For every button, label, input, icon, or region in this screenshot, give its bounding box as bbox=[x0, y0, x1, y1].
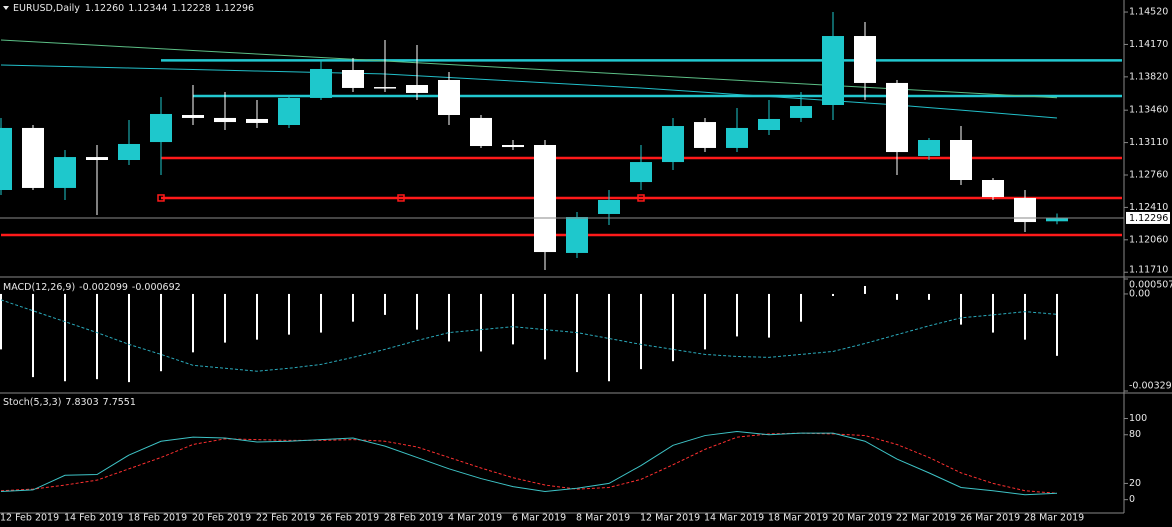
candle-body bbox=[406, 85, 428, 93]
candle-body bbox=[246, 118, 268, 123]
indicator-line bbox=[0, 432, 1058, 494]
candle-body bbox=[182, 115, 204, 118]
macd-title: MACD(12,26,9) bbox=[3, 282, 75, 293]
indicator-line bbox=[0, 39, 1058, 99]
x-tick-label: 14 Feb 2019 bbox=[64, 513, 123, 524]
candle-body bbox=[854, 36, 876, 83]
y-tick-label: 1.14170 bbox=[1129, 39, 1168, 50]
open-label: 1.12260 bbox=[85, 3, 124, 14]
x-tick-label: 6 Mar 2019 bbox=[512, 513, 566, 524]
y-tick-label: 20 bbox=[1129, 478, 1141, 489]
stoch-main-value: 7.8303 bbox=[65, 397, 98, 408]
macd-signal-value: -0.000692 bbox=[132, 282, 181, 293]
candle-body bbox=[630, 162, 652, 183]
high-label: 1.12344 bbox=[128, 3, 167, 14]
y-tick-label: 1.13460 bbox=[1129, 105, 1168, 116]
candle-body bbox=[310, 68, 332, 98]
current-price-label: 1.12296 bbox=[1129, 213, 1168, 224]
x-tick-label: 12 Feb 2019 bbox=[0, 513, 59, 524]
x-tick-label: 20 Mar 2019 bbox=[832, 513, 892, 524]
level-anchor bbox=[397, 194, 405, 202]
y-tick-label: 0.00 bbox=[1129, 288, 1150, 299]
x-tick-label: 26 Feb 2019 bbox=[320, 513, 379, 524]
y-tick-label: 1.13110 bbox=[1129, 137, 1168, 148]
y-tick-label: 1.12760 bbox=[1129, 170, 1168, 181]
indicator-line bbox=[0, 64, 1058, 119]
y-tick-label: 1.12410 bbox=[1129, 202, 1168, 213]
macd-value: -0.002099 bbox=[79, 282, 128, 293]
x-tick-label: 22 Feb 2019 bbox=[256, 513, 315, 524]
x-tick-label: 26 Mar 2019 bbox=[960, 513, 1020, 524]
x-tick-label: 4 Mar 2019 bbox=[448, 513, 502, 524]
candle-body bbox=[502, 145, 524, 148]
stoch-header: Stoch(5,3,3) 7.8303 7.7551 bbox=[3, 397, 136, 408]
candle-body bbox=[662, 126, 684, 163]
x-tick-label: 14 Mar 2019 bbox=[704, 513, 764, 524]
current-price-box bbox=[1126, 211, 1170, 224]
candle-body bbox=[790, 106, 812, 118]
x-tick-label: 28 Feb 2019 bbox=[384, 513, 443, 524]
candle-body bbox=[150, 113, 172, 143]
macd-header: MACD(12,26,9) -0.002099 -0.000692 bbox=[3, 282, 181, 293]
level-anchor bbox=[157, 194, 165, 202]
y-tick-label: 0.000507 bbox=[1129, 280, 1172, 291]
candle-body bbox=[1014, 197, 1036, 223]
candle-body bbox=[918, 140, 940, 157]
candle-body bbox=[758, 118, 780, 130]
x-tick-label: 8 Mar 2019 bbox=[576, 513, 630, 524]
candle-body bbox=[22, 127, 44, 188]
x-tick-label: 12 Mar 2019 bbox=[640, 513, 700, 524]
low-label: 1.12228 bbox=[172, 3, 211, 14]
candle-body bbox=[822, 36, 844, 105]
close-label: 1.12296 bbox=[215, 3, 254, 14]
menu-arrow[interactable] bbox=[3, 6, 9, 10]
x-tick-label: 22 Mar 2019 bbox=[896, 513, 956, 524]
candle-body bbox=[0, 127, 12, 190]
indicator-line bbox=[0, 299, 1058, 372]
stoch-signal-value: 7.7551 bbox=[103, 397, 136, 408]
indicator-line bbox=[0, 431, 1058, 496]
candle-body bbox=[694, 122, 716, 148]
candle-body bbox=[726, 127, 748, 148]
y-tick-label: 1.12060 bbox=[1129, 234, 1168, 245]
x-tick-label: 18 Mar 2019 bbox=[768, 513, 828, 524]
candle-body bbox=[598, 200, 620, 214]
candle-body bbox=[374, 87, 396, 89]
y-tick-label: 80 bbox=[1129, 429, 1141, 440]
stoch-title: Stoch(5,3,3) bbox=[3, 397, 61, 408]
x-tick-label: 28 Mar 2019 bbox=[1024, 513, 1084, 524]
y-tick-label: 1.14520 bbox=[1129, 7, 1168, 18]
candle-body bbox=[566, 217, 588, 253]
candle-body bbox=[54, 157, 76, 188]
candle-body bbox=[86, 157, 108, 160]
x-tick-label: 20 Feb 2019 bbox=[192, 513, 251, 524]
y-tick-label: 0 bbox=[1129, 494, 1135, 505]
candle-body bbox=[342, 70, 364, 88]
candle-body bbox=[470, 117, 492, 147]
x-tick-label: 18 Feb 2019 bbox=[128, 513, 187, 524]
candle-body bbox=[1046, 217, 1068, 222]
symbol: EURUSD,Daily bbox=[13, 3, 80, 14]
symbol-header: EURUSD,Daily 1.12260 1.12344 1.12228 1.12296 bbox=[13, 3, 254, 14]
candle-body bbox=[278, 97, 300, 125]
y-tick-label: 1.11710 bbox=[1129, 265, 1168, 276]
level-anchor bbox=[637, 194, 645, 202]
candle-body bbox=[950, 140, 972, 180]
candle-body bbox=[982, 180, 1004, 198]
y-tick-label: 1.13820 bbox=[1129, 71, 1168, 82]
y-tick-label: 100 bbox=[1129, 413, 1147, 424]
candle-body bbox=[118, 143, 140, 160]
candle-body bbox=[438, 80, 460, 115]
candle-body bbox=[534, 145, 556, 253]
candle-body bbox=[214, 117, 236, 123]
candle-body bbox=[886, 82, 908, 153]
